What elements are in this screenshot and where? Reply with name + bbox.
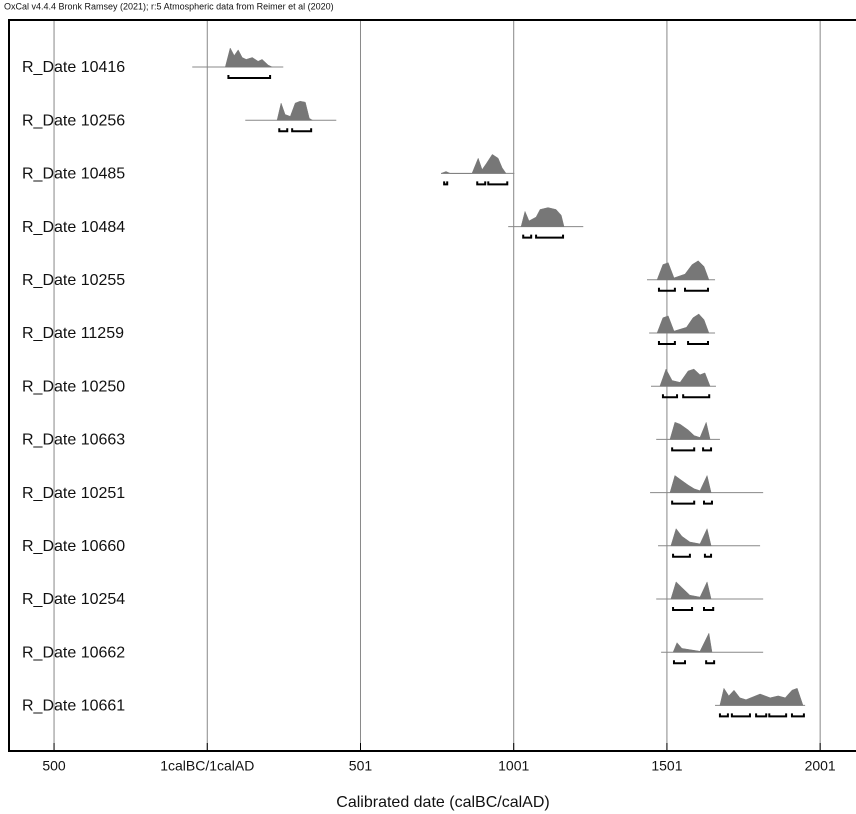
row-label: R_Date 10251	[22, 485, 125, 502]
density	[659, 368, 711, 387]
row-label: R_Date 10254	[22, 591, 125, 608]
hpd-range	[661, 394, 679, 399]
density	[669, 421, 711, 440]
density	[520, 207, 565, 227]
hpd-range	[278, 128, 289, 133]
hpd-range	[657, 287, 676, 292]
row-label: R_Date 10485	[22, 166, 125, 183]
hpd-range	[671, 447, 696, 452]
hpd-range	[718, 713, 729, 718]
density	[672, 632, 713, 653]
density	[719, 687, 804, 706]
hpd-range	[487, 181, 509, 186]
x-axis-label: Calibrated date (calBC/calAD)	[336, 794, 549, 811]
hpd-range	[687, 341, 709, 345]
hpd-range	[671, 500, 696, 505]
hpd-range	[703, 553, 713, 558]
row-label: R_Date 11259	[22, 325, 124, 342]
hpd-range	[705, 660, 716, 665]
plot-frame	[8, 19, 856, 752]
x-tick-label: 501	[349, 758, 373, 774]
hpd-range	[522, 234, 533, 239]
hpd-range	[755, 713, 768, 718]
hpd-range	[730, 713, 751, 718]
density	[276, 100, 314, 121]
density	[670, 581, 712, 600]
row-label: R_Date 10256	[22, 112, 125, 129]
x-tick-label: 500	[42, 758, 66, 774]
hpd-range	[535, 234, 565, 239]
density	[656, 260, 710, 281]
row-label: R_Date 10484	[22, 219, 125, 236]
density	[656, 313, 710, 334]
row-label: R_Date 10660	[22, 538, 125, 555]
hpd-range	[657, 341, 676, 345]
density	[669, 474, 712, 493]
hpd-range	[702, 447, 713, 452]
row-label: R_Date 10662	[22, 644, 125, 661]
x-tick-label: 2001	[805, 758, 836, 774]
x-tick-label: 1501	[651, 758, 682, 774]
row-label: R_Date 10416	[22, 59, 125, 76]
hpd-range	[703, 607, 715, 611]
row-label: R_Date 10661	[22, 698, 125, 715]
hpd-range	[703, 500, 713, 505]
density	[224, 47, 273, 68]
x-tick-label: 1calBC/1calAD	[160, 758, 254, 774]
hpd-range	[672, 607, 694, 611]
chart-title: OxCal v4.4.4 Bronk Ramsey (2021); r:5 At…	[4, 1, 334, 11]
hpd-range	[684, 287, 709, 292]
hpd-range	[682, 394, 711, 399]
hpd-range	[291, 128, 313, 133]
hpd-range	[672, 660, 687, 665]
row-label: R_Date 10250	[22, 378, 125, 395]
hpd-range	[790, 713, 805, 718]
hpd-range	[672, 553, 691, 558]
x-tick-label: 1001	[498, 758, 529, 774]
row-label: R_Date 10255	[22, 272, 125, 289]
hpd-range	[443, 181, 449, 186]
hpd-range	[768, 713, 788, 718]
row-label: R_Date 10663	[22, 432, 125, 449]
hpd-range	[476, 181, 487, 186]
hpd-range	[227, 75, 272, 79]
density	[441, 154, 507, 174]
density	[670, 527, 712, 547]
